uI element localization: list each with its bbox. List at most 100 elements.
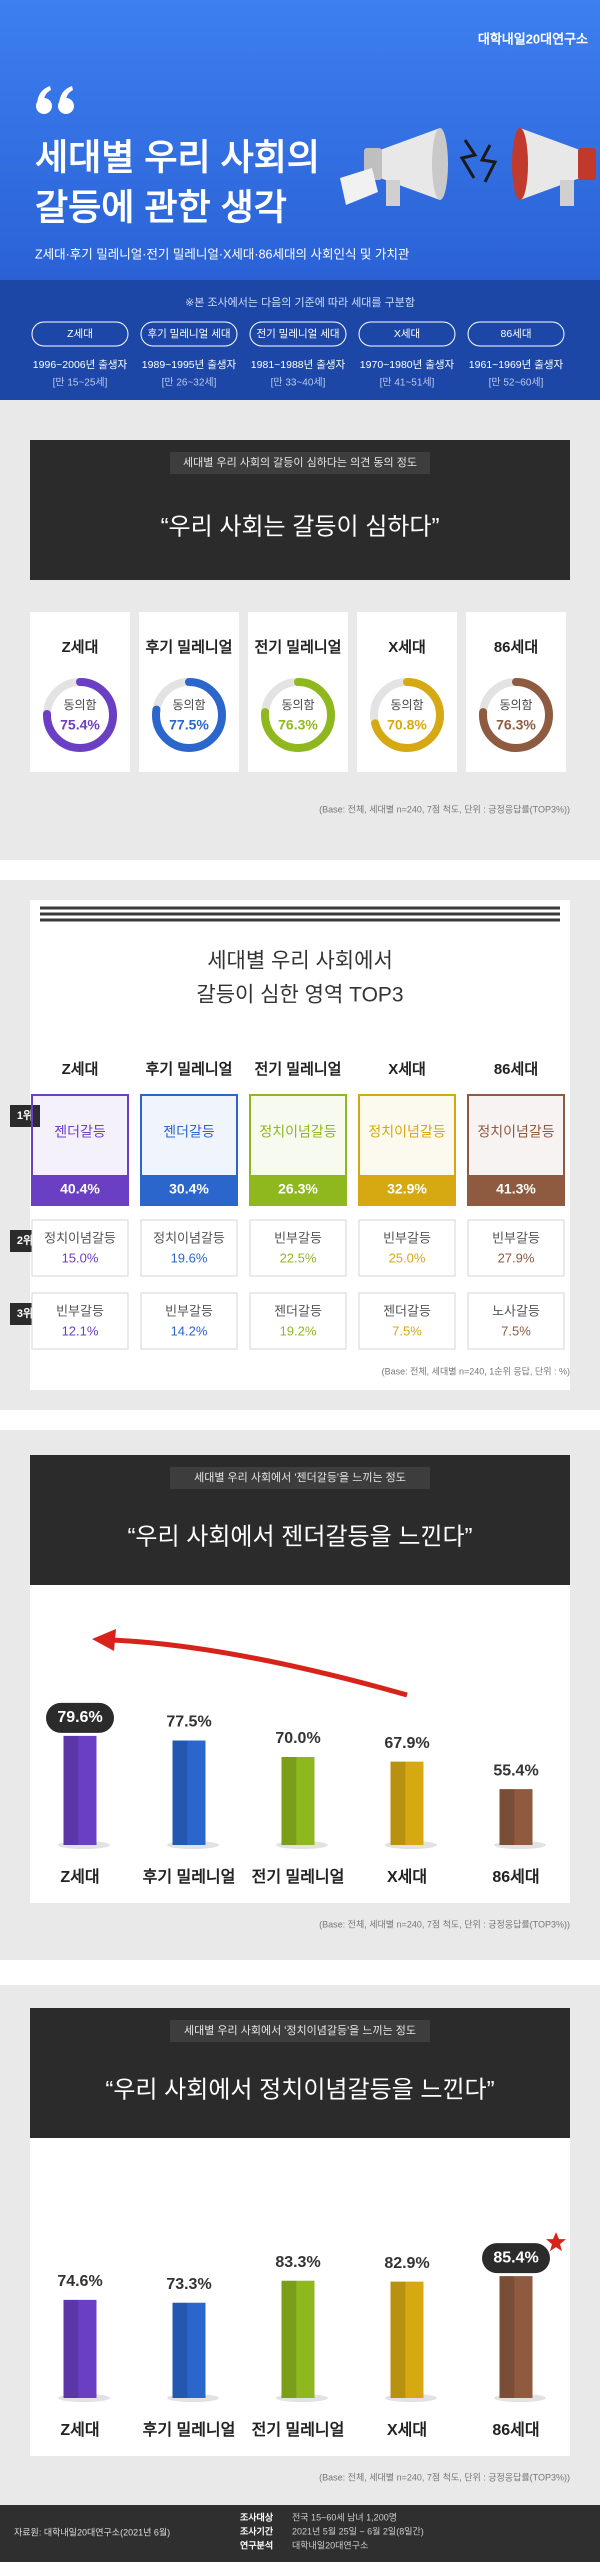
cell-value: 40.4% — [60, 1181, 100, 1197]
generation-age: [만 33~40세] — [271, 377, 326, 389]
cell-name: 젠더갈등 — [54, 1124, 106, 1140]
cell-value: 30.4% — [169, 1181, 209, 1197]
x-tick-label: 전기 밀레니얼 — [252, 1867, 345, 1886]
generation-birth: 1970~1980년 출생자 — [360, 359, 455, 371]
title-line: 갈등에 관한 생각 — [35, 187, 287, 228]
quote-icon — [36, 86, 74, 114]
column-header: 86세대 — [494, 1061, 538, 1078]
cell-value: 22.5% — [280, 1250, 317, 1265]
highlight-box — [482, 2243, 550, 2274]
section-title: “우리 사회는 갈등이 심하다” — [161, 513, 440, 540]
banner-text: 세대별 우리 사회에서 '젠더갈등'을 느끼는 정도 — [194, 1470, 406, 1484]
note: (Base: 전체, 세대별 n=240, 7점 척도, 단위 : 긍정응답률(… — [319, 2471, 570, 2482]
footer-text: 2021년 5월 25일 ~ 6월 2일(8일간) — [292, 2525, 424, 2536]
note: (Base: 전체, 세대별 n=240, 7점 척도, 단위 : 긍정응답률(… — [319, 1918, 570, 1929]
generation-name: 86세대 — [501, 328, 532, 340]
cell-value: 7.5% — [501, 1323, 531, 1338]
header-bg — [0, 0, 600, 280]
donut-value: 77.5% — [169, 717, 209, 733]
card-label: Z세대 — [62, 639, 99, 656]
bar-shade — [281, 1757, 297, 1845]
bar — [390, 1761, 424, 1845]
card-label: 전기 밀레니얼 — [255, 638, 342, 656]
rank-label: 1위 — [17, 1109, 33, 1122]
bar-shade — [499, 1789, 515, 1845]
footer-text: 전국 15~60세 남녀 1,200명 — [292, 2512, 397, 2522]
cell-name: 빈부갈등 — [274, 1230, 322, 1245]
generation-name: 전기 밀레니얼 세대 — [256, 328, 339, 340]
donut-value: 76.3% — [278, 717, 318, 733]
x-tick-label: 86세대 — [492, 1868, 539, 1886]
cell-name: 정치이념갈등 — [368, 1124, 445, 1140]
cell-value: 14.2% — [171, 1323, 208, 1338]
value-label: 67.9% — [384, 1735, 429, 1752]
cell-name: 젠더갈등 — [383, 1303, 431, 1318]
donut-arc — [370, 678, 444, 752]
cell-name: 노사갈등 — [492, 1303, 540, 1318]
x-tick-label: Z세대 — [60, 1868, 99, 1886]
value-label: 79.6% — [57, 1709, 102, 1726]
x-tick-label: 후기 밀레니얼 — [143, 2420, 236, 2439]
donut-value: 76.3% — [496, 717, 536, 733]
bar — [499, 2276, 533, 2398]
cell-value: 12.1% — [62, 1323, 99, 1338]
x-tick-label: 전기 밀레니얼 — [252, 2420, 345, 2439]
footer-label: 조사대상 — [240, 2511, 274, 2522]
donut-value: 75.4% — [60, 717, 100, 733]
cell-name: 빈부갈등 — [165, 1303, 213, 1318]
generation-birth: 1961~1969년 출생자 — [469, 359, 564, 371]
section-title: “우리 사회에서 젠더갈등을 느낀다” — [127, 1523, 472, 1550]
cell-value: 19.2% — [280, 1323, 317, 1338]
bar-shade — [281, 2280, 297, 2398]
generation-age: [만 15~25세] — [53, 377, 108, 389]
rank-label: 2위 — [17, 1234, 33, 1247]
panel-stripes — [40, 906, 560, 922]
bar — [281, 2280, 315, 2398]
generation-note: ※본 조사에서는 다음의 기준에 따라 세대를 구분함 — [185, 296, 415, 309]
megaphone-illustration — [340, 128, 596, 206]
table-title: 갈등이 심한 영역 TOP3 — [196, 984, 403, 1007]
bar-shade — [390, 1761, 406, 1845]
bar — [172, 1740, 206, 1845]
column-header: X세대 — [388, 1061, 426, 1078]
bar — [390, 2281, 424, 2398]
note: (Base: 전체, 세대별 n=240, 7점 척도, 단위 : 긍정응답률(… — [319, 803, 570, 814]
donut-center-label: 동의함 — [63, 698, 96, 712]
column-header: 전기 밀레니얼 — [255, 1060, 342, 1078]
cell — [140, 1292, 238, 1350]
generation-birth: 1989~1995년 출생자 — [142, 359, 237, 371]
banner-strip — [170, 1467, 430, 1489]
donut-arc — [152, 678, 226, 752]
cell-value-strip — [250, 1175, 346, 1205]
footer-label: 조사기간 — [240, 2525, 274, 2536]
cell-name: 빈부갈등 — [492, 1230, 540, 1245]
bar-shade — [390, 2281, 406, 2398]
bar-shade — [63, 2299, 79, 2398]
cell-value: 27.9% — [498, 1250, 535, 1265]
card-label: X세대 — [388, 639, 426, 656]
column-header: 후기 밀레니얼 — [146, 1060, 233, 1078]
generation-pill — [358, 321, 456, 347]
generation-birth: 1981~1988년 출생자 — [251, 359, 346, 371]
cell-name: 빈부갈등 — [383, 1230, 431, 1245]
value-label: 74.6% — [57, 2273, 102, 2290]
star — [546, 2232, 566, 2252]
logo: 대학내일20대연구소 — [478, 31, 588, 46]
x-tick-label: X세대 — [387, 1868, 427, 1886]
bar-shade — [172, 2302, 188, 2398]
x-tick-label: Z세대 — [60, 2421, 99, 2439]
cell-value-strip — [141, 1175, 237, 1205]
generation-age: [만 52~60세] — [489, 377, 544, 389]
generation-band — [0, 280, 600, 400]
cell-name: 정치이념갈등 — [477, 1124, 554, 1140]
cell — [31, 1219, 129, 1277]
cell — [467, 1219, 565, 1277]
cell-value-strip — [359, 1175, 455, 1205]
footer-bg — [0, 2505, 600, 2562]
cell — [249, 1219, 347, 1277]
value-label: 55.4% — [493, 1762, 538, 1779]
cell-value-strip — [32, 1175, 128, 1205]
x-tick-label: 86세대 — [492, 2421, 539, 2439]
donut-arc — [261, 678, 335, 752]
